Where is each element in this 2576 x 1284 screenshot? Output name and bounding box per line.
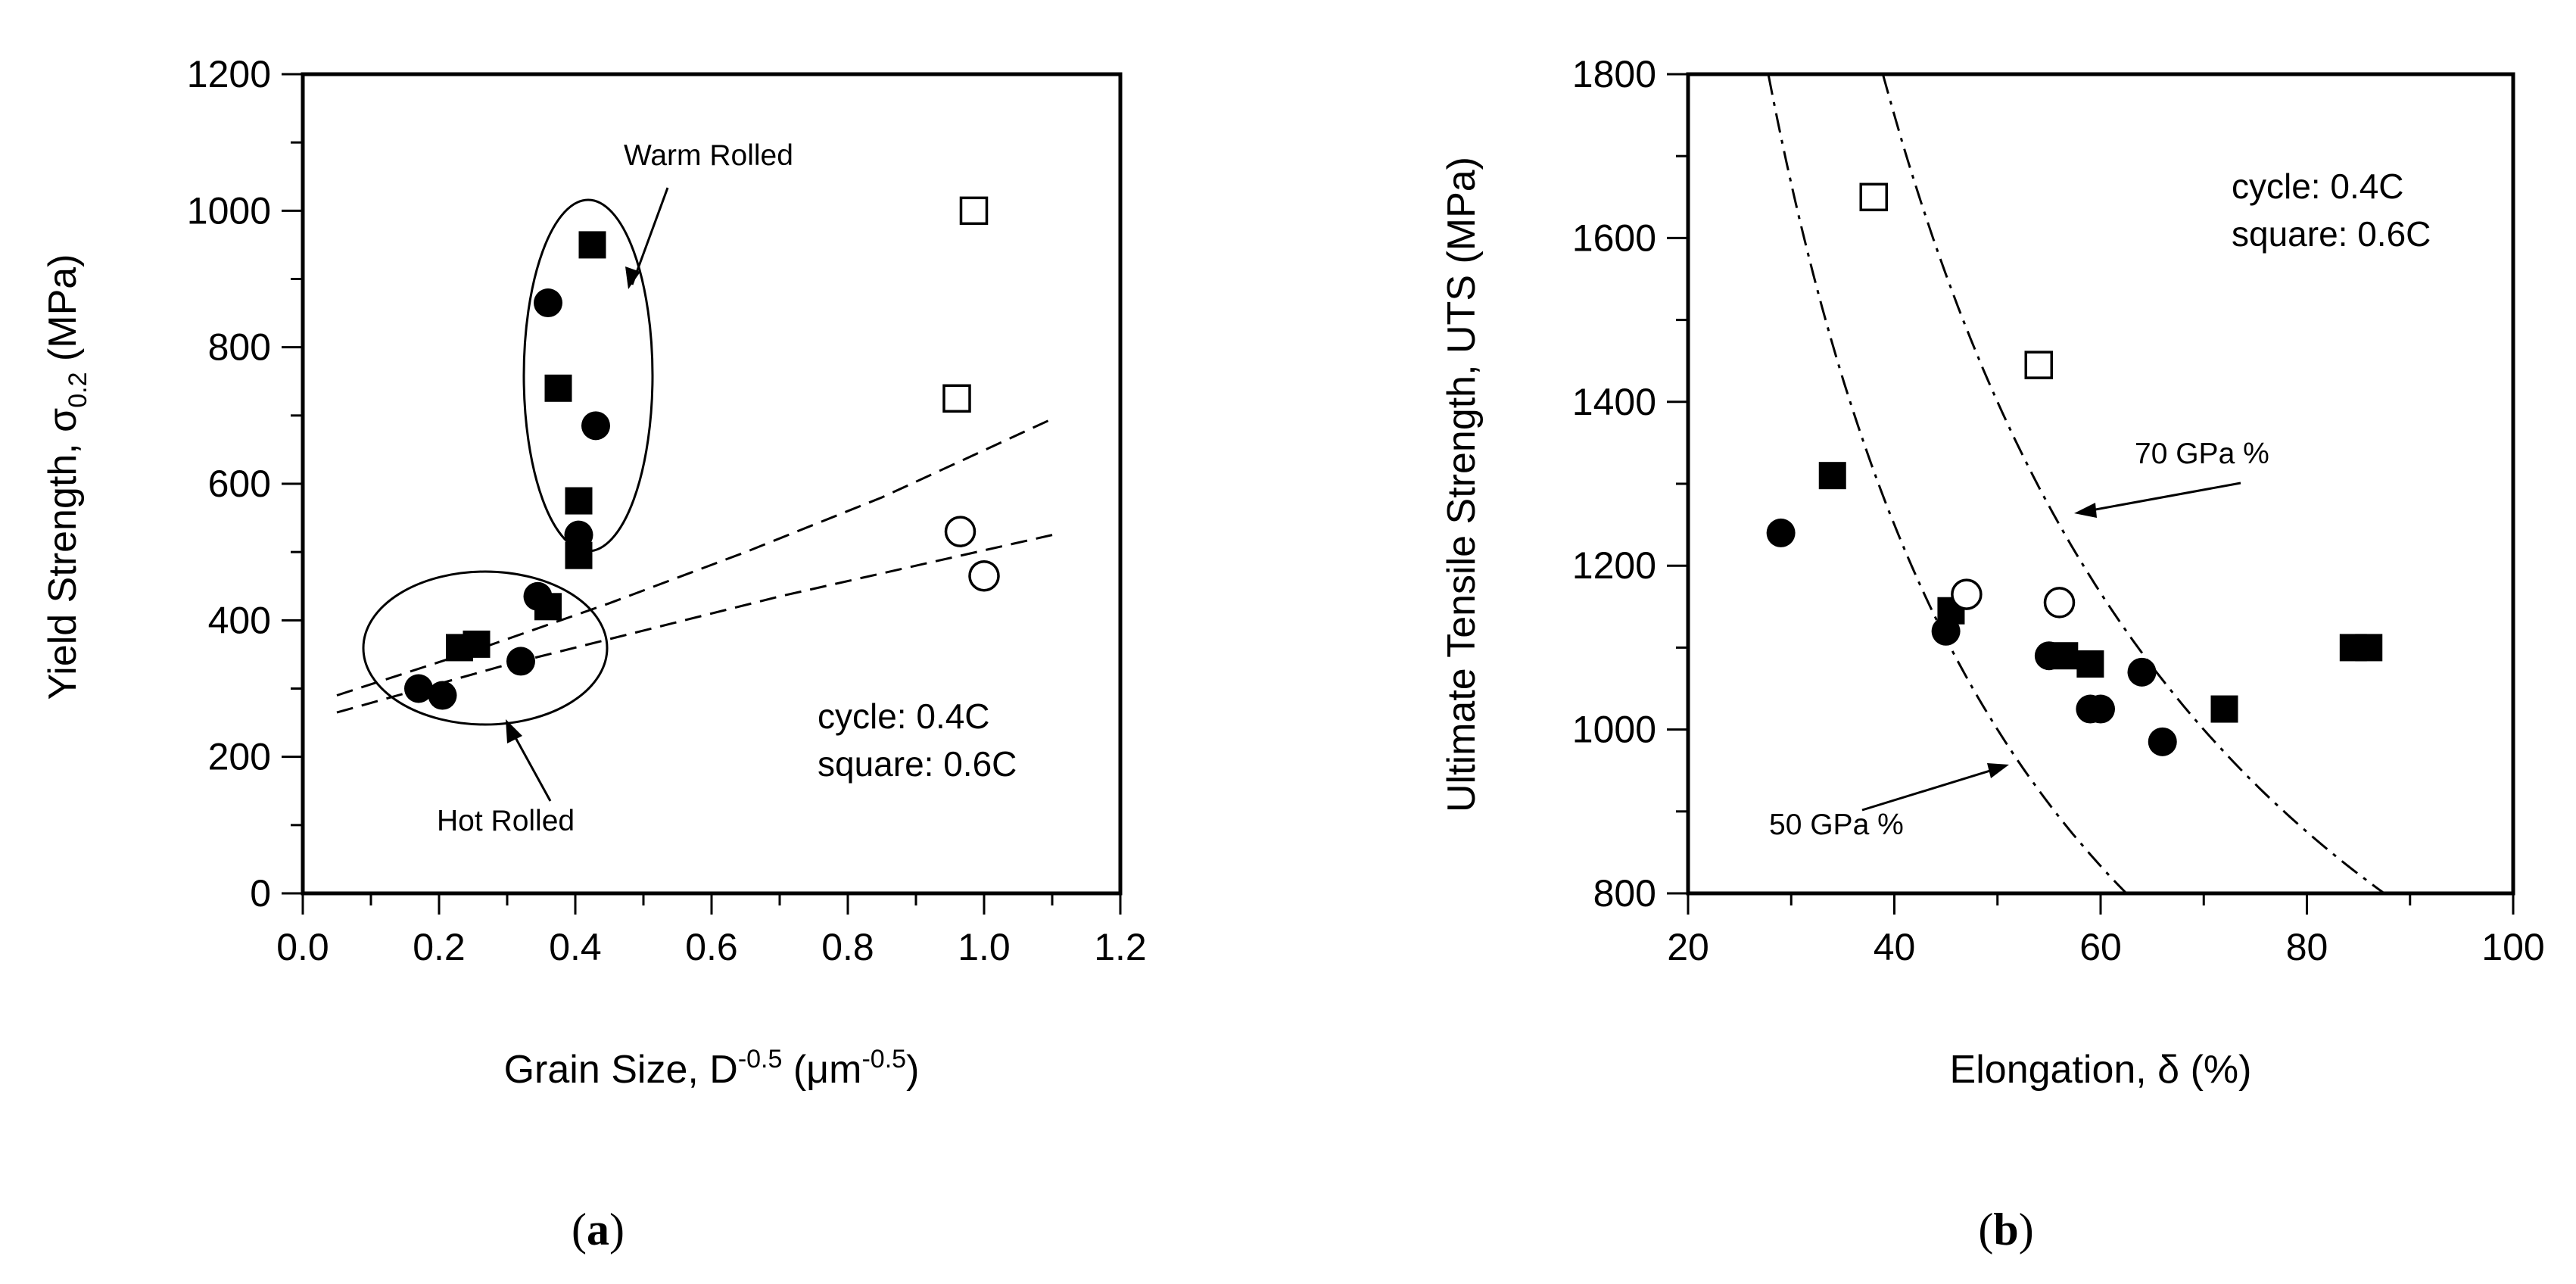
panel-a-x-tick-labels: 0.0 0.2 0.4 0.6 0.8 1.0 1.2 [276,926,1147,968]
panel-a-legend-line-1: cycle: 0.4C [818,697,990,736]
dash-dot-curve [1882,74,2385,893]
x-tick-label: 1.2 [1094,926,1147,968]
open-circle-point [944,516,977,547]
y-tick-label: 600 [208,463,271,505]
x-tick-label: 1.0 [958,926,1011,968]
curve-50-label: 50 GPa % [1769,809,1904,841]
panel-b-label: (b) [1978,1205,2033,1254]
filled-circle-point [534,288,562,318]
filled-square-point [578,231,606,259]
open-square-point [942,384,971,413]
panel-b-legend-line-1: cycle: 0.4C [2232,167,2404,206]
panel-b-ticks [1667,73,2515,915]
curve-50-arrow [1861,766,2001,812]
x-tick-label: 80 [2286,926,2328,968]
panel-b-y-tick-labels: 800 1000 1200 1400 1600 1800 [1572,53,1656,915]
panel-b-legend-line-2: square: 0.6C [2232,214,2431,254]
panel-a-plot-frame [301,72,1123,896]
panel-a-trend-lines [336,417,1053,714]
y-tick-label: 0 [250,872,271,915]
panel-a-data-points [404,196,1000,710]
filled-square-point [2076,650,2104,678]
open-square-point [2024,351,2053,379]
filled-square-point [2051,642,2079,670]
y-tick-label: 200 [208,736,271,778]
filled-square-point [2355,634,2383,662]
open-circle-point [968,559,1000,592]
dashed-trend-line [336,534,1053,714]
curve-70-arrowhead [2074,503,2097,518]
x-tick-label: 20 [1667,926,1709,968]
panel-a-chart: 0.0 0.2 0.4 0.6 0.8 1.0 1.2 0 200 400 600 800 1000 1… [41,53,1147,1254]
warm-rolled-arrowhead [625,266,640,289]
dashed-trend-line [336,417,1053,697]
y-tick-label: 800 [1593,872,1656,915]
panel-b-data-points [1766,182,2383,756]
filled-circle-point [404,674,433,703]
panel-b-chart: 20 40 60 80 100 800 1000 1200 1400 1600 1800 70 G… [1440,53,2545,1254]
filled-square-point [2210,695,2238,723]
hot-rolled-ellipse [362,570,609,726]
open-circle-point [1951,578,1983,610]
panel-b-x-axis-label: Elongation, δ (%) [1950,1048,2252,1092]
curve-70-arrow [2082,482,2241,513]
x-tick-label: 0.6 [685,926,738,968]
filled-circle-point [428,681,457,710]
panel-a-legend-line-2: square: 0.6C [818,744,1017,784]
panel-b-plot-frame [1686,72,2515,896]
filled-circle-point [2086,694,2115,724]
filled-circle-point [506,647,535,676]
filled-square-point [565,487,593,515]
x-tick-label: 40 [1874,926,1916,968]
open-square-point [1859,182,1888,212]
curve-70-label: 70 GPa % [2135,438,2269,470]
y-tick-label: 800 [208,326,271,369]
hot-rolled-label: Hot Rolled [437,805,575,837]
panel-a-y-axis-label: Yield Strength, σ0.2 (MPa) [41,254,92,700]
filled-circle-point [1766,518,1796,547]
y-tick-label: 1800 [1572,53,1656,95]
filled-square-point [565,541,593,569]
panel-a-ticks [282,73,1122,915]
y-tick-label: 400 [208,599,271,641]
y-tick-label: 1400 [1572,381,1656,423]
x-tick-label: 0.0 [276,926,329,968]
x-tick-label: 0.4 [549,926,602,968]
panel-b-x-tick-labels: 20 40 60 80 100 [1667,926,2545,968]
filled-circle-point [2148,727,2177,756]
warm-rolled-arrow [631,187,669,285]
y-tick-label: 1000 [187,189,271,232]
x-tick-label: 60 [2079,926,2122,968]
filled-circle-point [2127,657,2157,687]
hot-rolled-arrowhead [506,719,522,743]
curve-50-arrowhead [1987,763,2009,778]
x-tick-label: 100 [2481,926,2544,968]
panel-b-y-axis-label: Ultimate Tensile Strength, UTS (MPa) [1440,157,1484,812]
open-circle-point [2043,587,2076,619]
filled-square-point [544,374,572,402]
y-tick-label: 1000 [1572,709,1656,751]
panel-a-x-axis-label: Grain Size, D-0.5 (μm-0.5) [504,1045,920,1092]
y-tick-label: 1200 [1572,544,1656,587]
filled-circle-point [581,411,610,441]
y-tick-label: 1200 [187,53,271,95]
y-tick-label: 1600 [1572,217,1656,259]
filled-square-point [1818,462,1846,490]
x-tick-label: 0.8 [821,926,874,968]
filled-square-point [463,630,491,658]
panel-a-y-tick-labels: 0 200 400 600 800 1000 1200 [187,53,271,915]
filled-square-point [534,593,562,621]
x-tick-label: 0.2 [413,926,466,968]
warm-rolled-label: Warm Rolled [624,139,793,172]
panel-a-label: (a) [572,1205,625,1254]
open-square-point [959,196,989,226]
